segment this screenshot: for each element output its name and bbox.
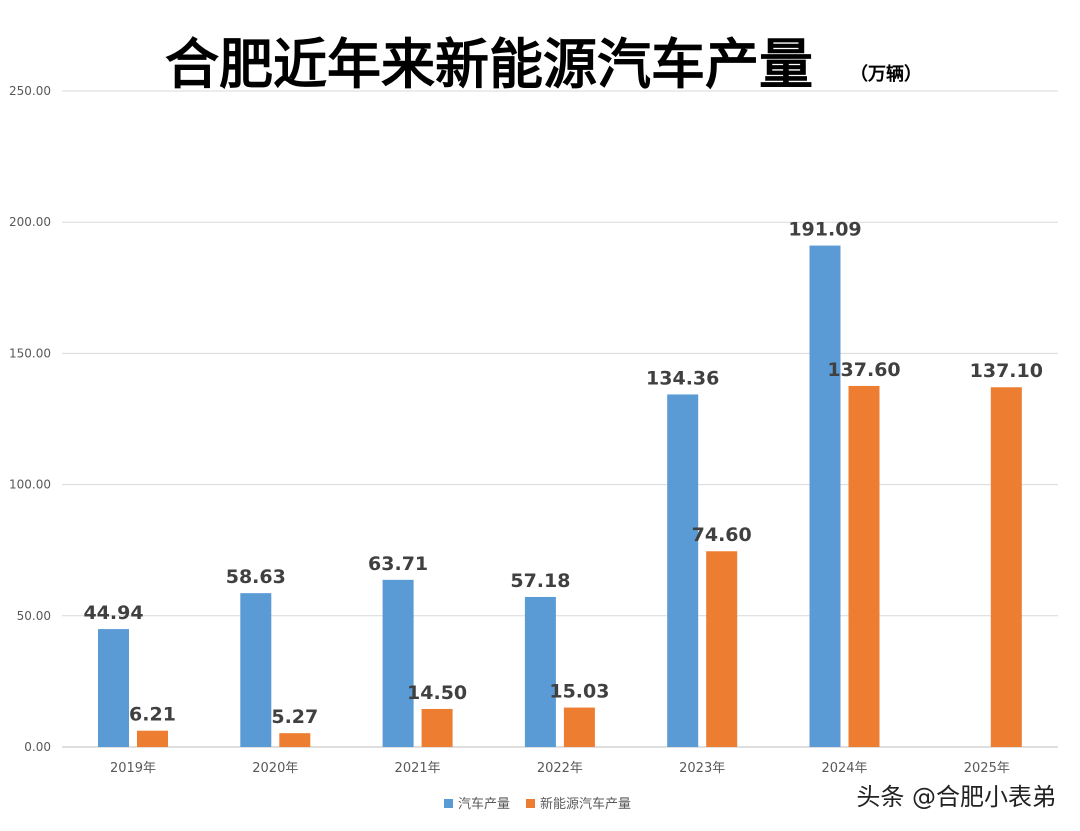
bar-nev-production[interactable] [279,733,311,747]
data-label: 191.09 [788,219,861,241]
data-label: 44.94 [83,602,143,624]
bar-total-production[interactable] [240,593,272,747]
data-label: 5.27 [271,706,318,728]
x-tick-label: 2025年 [964,761,1010,776]
x-axis-ticks: 2019年 2020年 2021年 2022年 2023年 2024年 2025年 [110,761,1010,776]
legend-item-nev[interactable]: 新能源汽车产量 [526,796,631,812]
gridlines [62,90,1058,748]
bar-total-production[interactable] [98,629,129,747]
y-tick-label: 150.00 [9,346,51,360]
watermark: 头条 @合肥小表弟 [856,783,1056,811]
x-tick-label: 2023年 [679,761,725,776]
bar-nev-production[interactable] [421,708,453,747]
legend-swatch [444,799,453,808]
bars [98,245,1022,747]
legend-label: 新能源汽车产量 [540,796,631,812]
bar-total-production[interactable] [667,394,699,747]
data-label: 74.60 [692,524,752,546]
y-tick-label: 0.00 [24,740,51,754]
data-label: 15.03 [549,681,609,703]
x-tick-label: 2019年 [110,761,156,776]
bar-nev-production[interactable] [990,387,1022,747]
legend-swatch [526,799,535,808]
y-tick-label: 250.00 [9,84,51,98]
bar-total-production[interactable] [382,579,414,747]
data-label: 63.71 [368,553,428,575]
y-tick-label: 50.00 [17,609,51,623]
chart-unit: （万辆） [850,63,922,85]
y-tick-label: 100.00 [9,478,51,492]
data-label: 57.18 [510,570,570,592]
legend-item-total[interactable]: 汽车产量 [444,796,510,812]
data-label: 14.50 [407,682,467,704]
chart-title: 合肥近年来新能源汽车产量 [165,32,813,96]
chart-title-group: 合肥近年来新能源汽车产量 （万辆） [165,32,922,96]
bar-nev-production[interactable] [706,551,738,747]
x-tick-label: 2022年 [537,761,583,776]
bar-nev-production[interactable] [137,730,168,747]
legend[interactable]: 汽车产量 新能源汽车产量 [444,796,631,812]
x-tick-label: 2021年 [395,761,441,776]
x-tick-label: 2024年 [821,761,867,776]
data-label: 58.63 [226,566,286,588]
bar-total-production[interactable] [809,245,841,747]
bar-nev-production[interactable] [848,385,880,747]
legend-label: 汽车产量 [458,796,510,812]
data-label: 137.60 [827,359,900,381]
x-tick-label: 2020年 [252,761,298,776]
data-labels: 44.94 6.21 58.63 5.27 63.71 14.50 57.18 15.03 13… [83,219,1043,729]
data-label: 137.10 [970,360,1043,382]
bar-nev-production[interactable] [563,707,595,747]
data-label: 134.36 [646,367,719,389]
y-axis-ticks: 0.00 50.00 100.00 150.00 200.00 250.00 [9,84,51,754]
y-tick-label: 200.00 [9,215,51,229]
bar-total-production[interactable] [524,596,556,747]
data-label: 6.21 [129,704,176,726]
